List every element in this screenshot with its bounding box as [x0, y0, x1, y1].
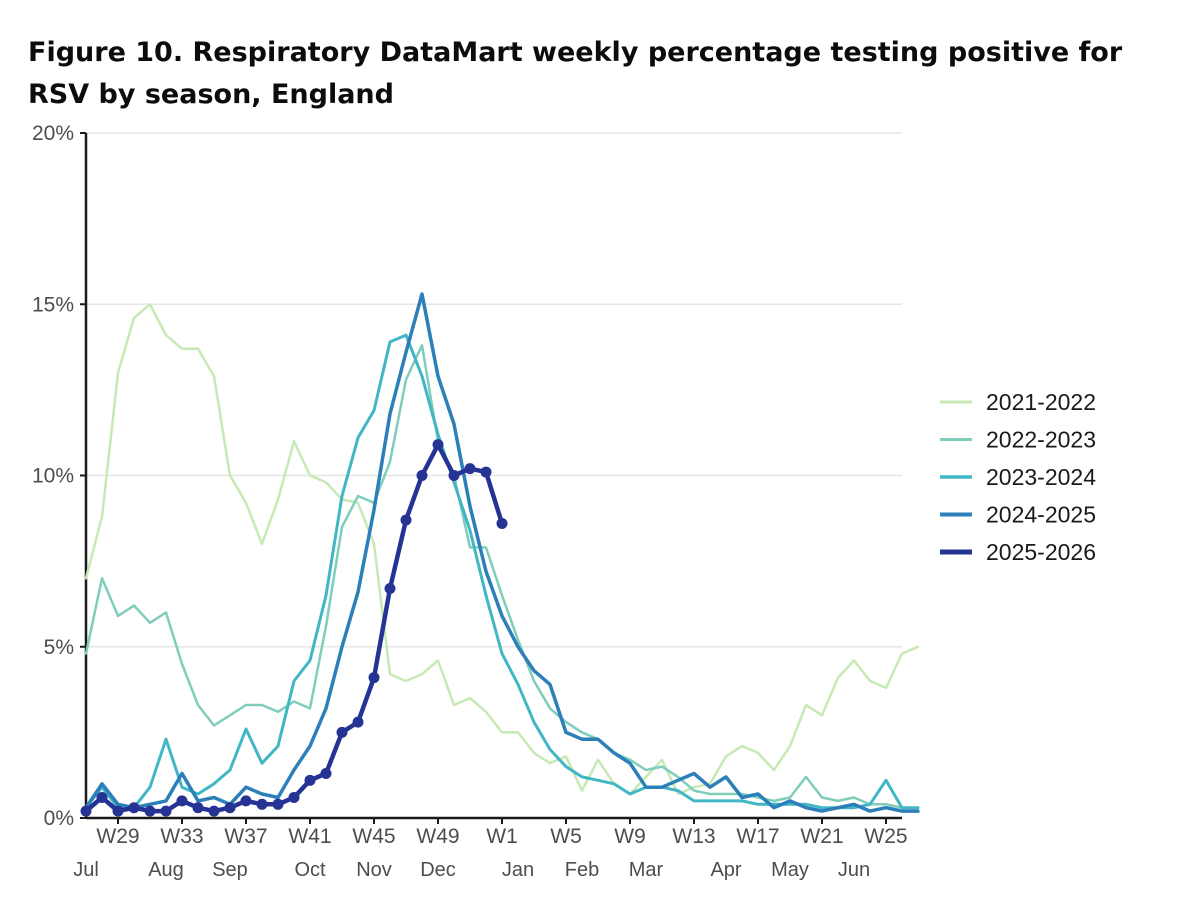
- data-point: [224, 802, 236, 814]
- x-tick-label: W25: [864, 825, 907, 848]
- data-point: [240, 795, 252, 807]
- data-point: [448, 470, 460, 481]
- month-label: Sep: [212, 859, 248, 881]
- data-point: [320, 767, 332, 779]
- data-point: [400, 514, 412, 526]
- month-label: Dec: [420, 859, 456, 881]
- data-point: [464, 463, 476, 475]
- data-point: [144, 805, 156, 817]
- month-label: Jul: [73, 859, 99, 881]
- month-label: Aug: [148, 859, 184, 881]
- x-tick-label: W13: [672, 825, 715, 848]
- data-point: [96, 791, 108, 803]
- data-point: [352, 716, 364, 728]
- axes: 0% 5% 10% 15% 20% W29 W33 W37 W41 W45 W49 W1 W5 W9 W13…: [32, 122, 908, 881]
- month-label: Jun: [838, 859, 870, 881]
- x-tick-label: W9: [614, 825, 646, 848]
- x-tick-label: W17: [736, 825, 779, 848]
- series-lines: [80, 292, 920, 817]
- legend-label: 2022-2023: [986, 427, 1096, 453]
- chart-title: Figure 10. Respiratory DataMart weekly p…: [28, 37, 1123, 110]
- month-label: Nov: [356, 859, 392, 881]
- data-point: [432, 439, 444, 451]
- data-point: [160, 805, 172, 817]
- y-tick-label: 0%: [44, 807, 74, 830]
- data-point: [272, 798, 284, 810]
- y-tick-label: 5%: [44, 636, 74, 659]
- data-point: [288, 791, 300, 803]
- legend-label: 2024-2025: [986, 502, 1096, 528]
- x-tick-label: W37: [224, 825, 267, 848]
- month-label: Jan: [502, 859, 534, 881]
- x-tick-label: W45: [352, 825, 395, 848]
- data-point: [192, 802, 204, 814]
- month-label: Oct: [294, 859, 326, 881]
- data-point: [480, 466, 492, 478]
- month-label: May: [771, 859, 809, 881]
- month-label: Mar: [629, 859, 664, 881]
- x-tick-label: W21: [800, 825, 843, 848]
- legend-label: 2023-2024: [986, 464, 1096, 490]
- data-point: [176, 795, 188, 807]
- y-tick-label: 15%: [32, 293, 74, 316]
- data-point: [256, 798, 268, 810]
- month-label: Feb: [565, 859, 599, 881]
- legend: 2021-2022 2022-2023 2023-2024 2024-2025 2025…: [940, 389, 1096, 565]
- x-tick-label: W41: [288, 825, 331, 848]
- x-tick-label: W29: [96, 825, 139, 848]
- data-point: [208, 805, 220, 817]
- month-label: Apr: [710, 859, 741, 881]
- data-point: [384, 583, 396, 595]
- data-point: [368, 672, 380, 684]
- series-line-2022-2023: [84, 344, 920, 809]
- x-tick-label: W33: [160, 825, 203, 848]
- legend-label: 2021-2022: [986, 389, 1096, 415]
- data-point: [336, 726, 348, 738]
- data-point: [496, 517, 508, 529]
- data-point: [128, 802, 140, 814]
- series-line-2025-2026: [83, 442, 505, 814]
- data-point: [304, 774, 316, 786]
- y-tick-label: 20%: [32, 122, 74, 145]
- x-tick-label: W5: [550, 825, 582, 848]
- legend-label: 2025-2026: [986, 539, 1096, 565]
- series-line-2024-2025: [84, 292, 920, 813]
- x-tick-label: W49: [416, 825, 459, 848]
- series-line-2021-2022: [84, 303, 920, 796]
- x-tick-label: W1: [486, 825, 518, 848]
- data-point: [416, 470, 428, 481]
- data-point: [112, 805, 124, 817]
- y-tick-label: 10%: [32, 465, 74, 488]
- grid-lines: [86, 132, 902, 819]
- data-point: [80, 805, 92, 817]
